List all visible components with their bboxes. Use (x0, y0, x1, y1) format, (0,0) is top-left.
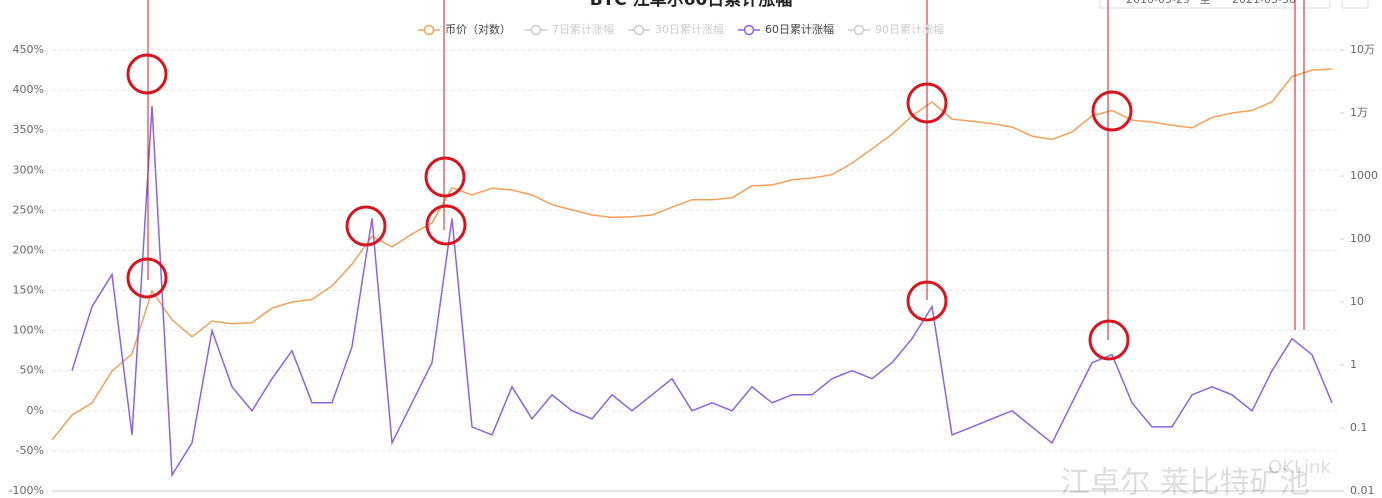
legend-label: 90日累计涨幅 (875, 23, 944, 36)
y2-tick-label: 10 (1350, 295, 1364, 308)
y-tick-label: 50% (20, 364, 44, 377)
y-tick-label: 100% (13, 324, 44, 337)
legend-item[interactable]: 60日累计涨幅 (738, 23, 834, 36)
y-tick-label: -50% (16, 444, 44, 457)
watermark-logo: OKLink (1268, 457, 1331, 478)
y-tick-label: 400% (13, 83, 44, 96)
y-tick-label: 300% (13, 163, 44, 176)
annotation-circle (906, 82, 948, 124)
annotation-circle (424, 156, 466, 198)
y2-tick-label: 100 (1350, 232, 1371, 245)
menu-button[interactable] (1341, 0, 1369, 9)
annotation-circle (1088, 319, 1130, 361)
y2-tick-label: 0.1 (1350, 421, 1368, 434)
y2-tick-label: 1 (1350, 358, 1357, 371)
legend-item[interactable]: 7日累计涨幅 (525, 23, 614, 36)
legend-label: 60日累计涨幅 (765, 23, 834, 36)
y-tick-label: 350% (13, 123, 44, 136)
y2-tick-label: 1万 (1350, 106, 1368, 119)
legend-icon (633, 24, 645, 36)
legend-label: 30日累计涨幅 (655, 23, 724, 36)
y2-tick-label: 0.01 (1350, 484, 1375, 497)
chart-title: BTC 江卓尔60日累计涨幅 (590, 0, 793, 10)
legend-item[interactable]: 币价（对数） (418, 22, 511, 36)
legend-icon (423, 24, 435, 36)
y-tick-label: 450% (13, 43, 44, 56)
date-end: 2021-05-30 (1232, 0, 1296, 6)
legend-label: 7日累计涨幅 (552, 23, 614, 36)
annotation-circle (126, 53, 168, 95)
annotation-circle (1091, 90, 1133, 132)
y2-tick-label: 10万 (1350, 43, 1375, 56)
series-line (51, 68, 1333, 441)
legend-icon (743, 24, 755, 36)
annotation-circle (126, 257, 168, 299)
legend-icon (853, 24, 865, 36)
legend-item[interactable]: 90日累计涨幅 (848, 23, 944, 36)
y-tick-label: 0% (27, 404, 44, 417)
annotation-circle (906, 280, 948, 322)
plot-area: -100% -50% 0% 50% 100% 150% 200% 250% 300% 350% 40… (9, 43, 1378, 497)
annotation-circle (345, 205, 387, 247)
y-tick-label: 250% (13, 203, 44, 216)
date-picker[interactable] (1099, 0, 1331, 9)
y2-tick-label: 1000 (1350, 169, 1378, 182)
watermark: 江卓尔 莱比特矿池 (1060, 466, 1310, 498)
annotations (126, 0, 1305, 361)
date-sep: 至 (1200, 0, 1211, 6)
series-line (71, 106, 1333, 478)
legend-icon (530, 24, 542, 36)
y-tick-label: -100% (9, 484, 44, 497)
legend-item[interactable]: 30日累计涨幅 (628, 23, 724, 36)
y-tick-label: 200% (13, 243, 44, 256)
y-tick-label: 150% (13, 284, 44, 297)
legend-label: 币价（对数） (445, 22, 511, 36)
date-start: 2010-05-29 (1126, 0, 1190, 6)
annotation-circle (425, 204, 467, 246)
